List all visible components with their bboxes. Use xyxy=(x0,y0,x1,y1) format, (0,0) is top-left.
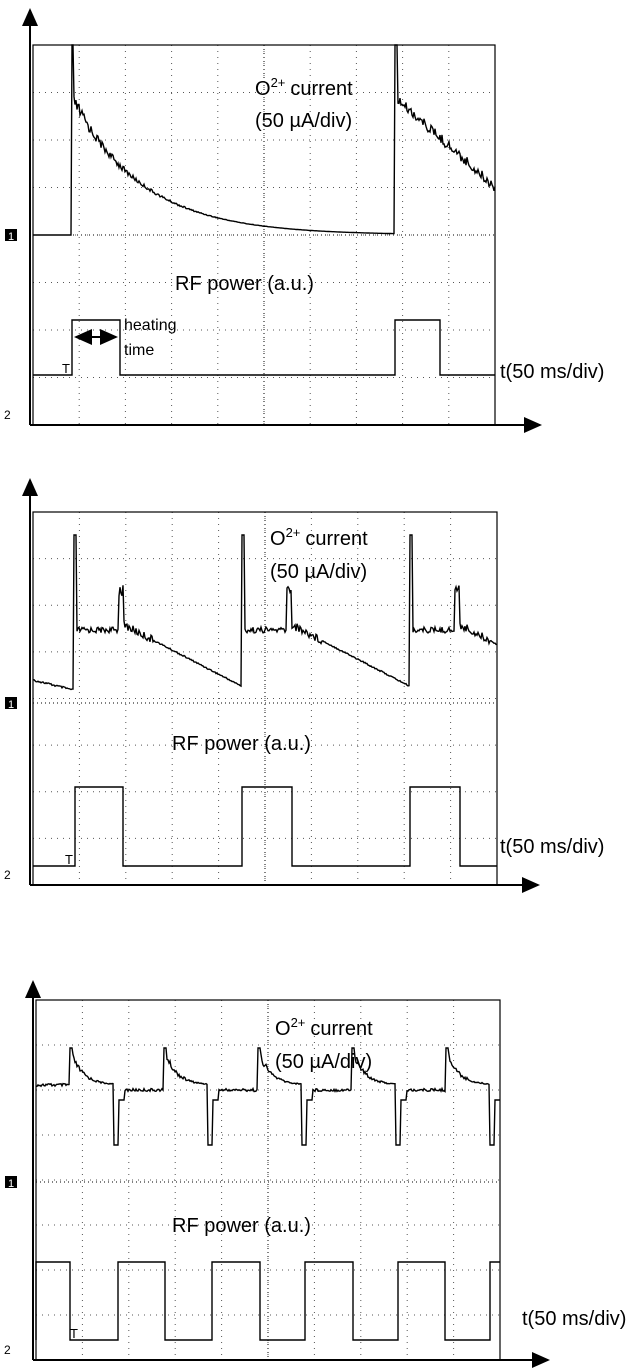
current-scale: (50 µA/div) xyxy=(275,1051,372,1073)
charge: 2+ xyxy=(286,525,301,540)
current-scale: (50 µA/div) xyxy=(270,561,367,583)
word: current xyxy=(290,78,353,100)
ch1-marker-box xyxy=(5,697,17,709)
scope-panel: 1 2 T O2+ current (50 µA/div) RF power (a.u.) t… xyxy=(4,478,604,893)
trigger-marker: T xyxy=(65,852,73,867)
species: O xyxy=(275,1018,291,1040)
time-scale: t(50 ms/div) xyxy=(500,361,604,383)
current-trace xyxy=(35,1047,500,1146)
ch1-marker-box xyxy=(5,1176,17,1188)
rf-trace xyxy=(33,786,497,867)
current-trace xyxy=(33,44,496,236)
charge: 2+ xyxy=(271,75,286,90)
annotation: time xyxy=(124,342,154,359)
time-scale: t(50 ms/div) xyxy=(500,836,604,858)
ch2-marker: 2 xyxy=(4,868,11,882)
current-label: O2+ current xyxy=(270,525,368,550)
ch1-marker: 1 xyxy=(8,231,14,243)
rf-label: RF power (a.u.) xyxy=(172,1215,311,1237)
word: current xyxy=(310,1018,373,1040)
ch1-marker-box xyxy=(5,229,17,241)
ch1-marker: 1 xyxy=(8,699,14,711)
trigger-marker: T xyxy=(62,361,70,376)
rf-trace xyxy=(33,319,495,376)
ch1-marker: 1 xyxy=(8,1178,14,1190)
current-scale: (50 µA/div) xyxy=(255,110,352,132)
rf-label: RF power (a.u.) xyxy=(172,733,311,755)
ch2-marker: 2 xyxy=(4,408,11,422)
charge: 2+ xyxy=(291,1015,306,1030)
scope-panel: 1 2 T O2+ current (50 µA/div) RF power (a.u.) t… xyxy=(4,8,604,433)
word: current xyxy=(305,528,368,550)
current-trace xyxy=(32,534,498,691)
current-label: O2+ current xyxy=(275,1015,373,1040)
annotation: heating xyxy=(124,317,177,334)
species: O xyxy=(270,528,286,550)
ch2-marker: 2 xyxy=(4,1343,11,1357)
rf-label: RF power (a.u.) xyxy=(175,273,314,295)
rf-trace xyxy=(35,1261,500,1341)
trigger-marker: T xyxy=(70,1326,78,1341)
time-scale: t(50 ms/div) xyxy=(522,1308,626,1330)
species: O xyxy=(255,78,271,100)
current-label: O2+ current xyxy=(255,75,353,100)
scope-panel: 1 2 T O2+ current (50 µA/div) RF power (a.u.) t… xyxy=(4,980,626,1368)
